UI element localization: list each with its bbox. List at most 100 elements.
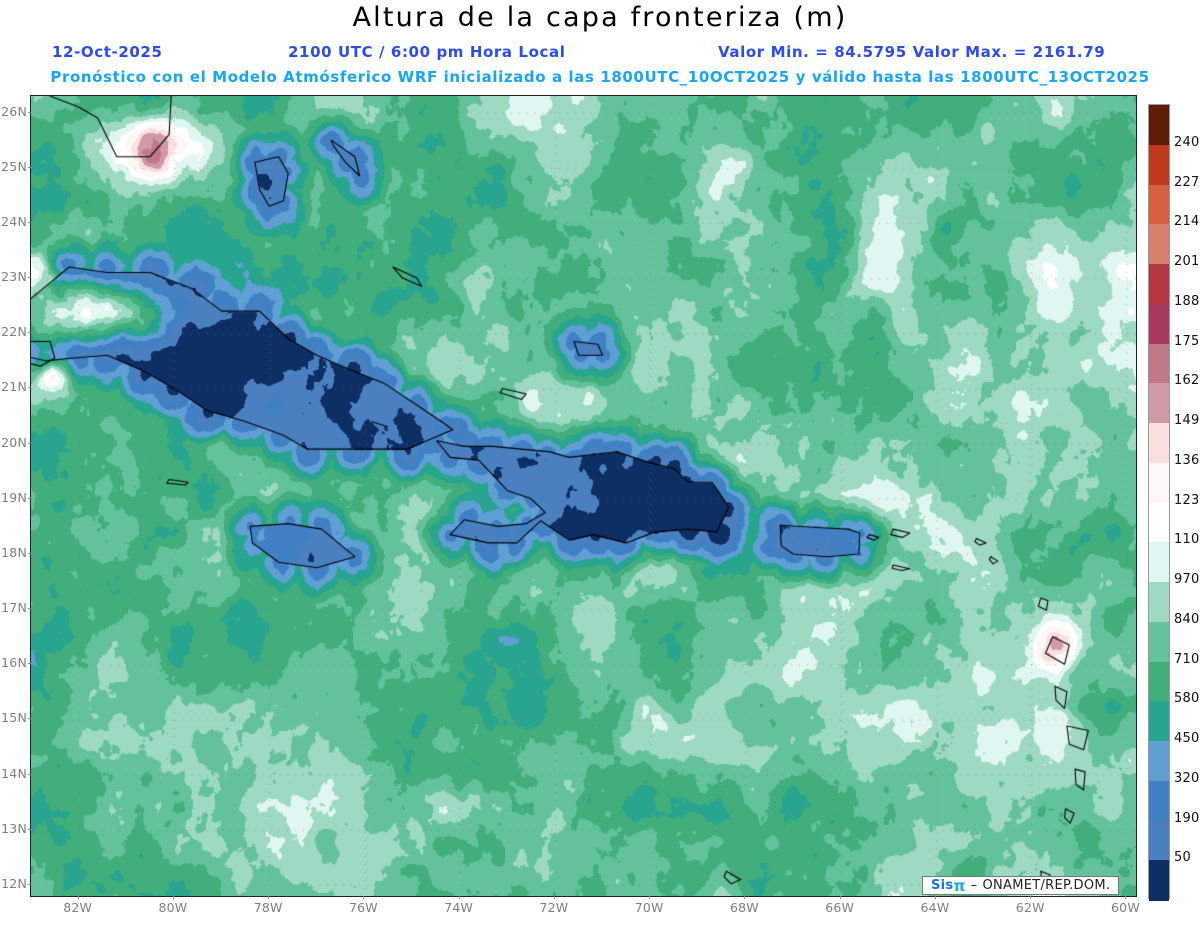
- lon-tick-mark: [172, 896, 174, 899]
- header-subtitle-row: 12-Oct-2025 2100 UTC / 6:00 pm Hora Loca…: [0, 43, 1200, 63]
- sis-logo-text: Sis: [931, 878, 954, 893]
- colorbar-segment: [1149, 462, 1169, 504]
- colorbar-segment: [1149, 621, 1169, 663]
- lat-tick-label: 23N: [1, 269, 27, 285]
- lon-tick-label: 70W: [634, 900, 664, 915]
- lon-tick-mark: [1125, 896, 1127, 899]
- lat-tick-label: 21N: [1, 379, 27, 395]
- lat-tick-mark: [28, 332, 31, 334]
- lon-tick-mark: [1030, 896, 1032, 899]
- lon-tick-label: 80W: [158, 900, 188, 915]
- colorbar-segment: [1149, 224, 1169, 265]
- colorbar-segment: [1149, 383, 1169, 424]
- model-description: Pronóstico con el Modelo Atmósferico WRF…: [50, 68, 1150, 86]
- colorbar-segment: [1149, 741, 1169, 782]
- colorbar-tick-label: 1880: [1174, 293, 1200, 309]
- colorbar-tick-label: 580: [1174, 691, 1200, 707]
- lon-tick-mark: [77, 896, 79, 899]
- lat-tick-mark: [28, 718, 31, 720]
- lat-tick-mark: [28, 442, 31, 444]
- colorbar-segment: [1149, 582, 1169, 623]
- lon-tick-label: 72W: [539, 900, 569, 915]
- forecast-date: 12-Oct-2025: [52, 43, 163, 61]
- lat-tick-mark: [28, 277, 31, 279]
- lat-tick-label: 14N: [1, 765, 27, 781]
- lat-tick-label: 18N: [1, 544, 27, 560]
- colorbar-tick-label: 2140: [1174, 214, 1200, 230]
- lon-tick-mark: [649, 896, 651, 899]
- colorbar[interactable]: [1148, 104, 1170, 901]
- lat-tick-mark: [28, 111, 31, 113]
- lat-tick-label: 13N: [1, 820, 27, 836]
- pi-logo-icon: π: [953, 876, 966, 895]
- agency-dash: –: [970, 878, 978, 893]
- lon-tick-mark: [744, 896, 746, 899]
- lon-tick-label: 82W: [63, 900, 93, 915]
- colorbar-tick-label: 450: [1174, 731, 1200, 746]
- colorbar-tick-label: 1490: [1174, 413, 1200, 428]
- colorbar-segment: [1149, 860, 1169, 901]
- lon-tick-label: 78W: [253, 900, 283, 915]
- lon-tick-label: 68W: [730, 900, 759, 915]
- lon-tick-label: 74W: [444, 900, 474, 915]
- colorbar-tick-label: 970: [1174, 572, 1200, 587]
- lon-tick-mark: [934, 896, 936, 899]
- lat-tick-label: 20N: [1, 434, 27, 450]
- colorbar-segment: [1149, 701, 1169, 742]
- lon-tick-label: 66W: [825, 900, 855, 915]
- lat-tick-label: 12N: [1, 875, 27, 891]
- colorbar-tick-label: 50: [1174, 850, 1191, 866]
- colorbar-tick-label: 320: [1174, 770, 1200, 786]
- lat-tick-mark: [28, 608, 31, 610]
- lat-tick-label: 26N: [1, 103, 27, 119]
- lon-tick-label: 76W: [348, 900, 378, 915]
- agency-name: ONAMET/REP.DOM.: [982, 878, 1111, 893]
- lat-tick-mark: [28, 166, 31, 168]
- forecast-valid-time: 2100 UTC / 6:00 pm Hora Local: [288, 43, 566, 61]
- colorbar-tick-label: 1750: [1174, 333, 1200, 349]
- colorbar-segment: [1149, 343, 1169, 384]
- lat-tick-label: 19N: [1, 489, 27, 505]
- colorbar-segment: [1149, 184, 1169, 225]
- lat-tick-label: 22N: [1, 324, 27, 340]
- value-min-max: Valor Min. = 84.5795 Valor Max. = 2161.7…: [718, 43, 1106, 61]
- lon-tick-label: 62W: [1015, 900, 1045, 915]
- colorbar-tick-label: 1360: [1174, 452, 1200, 468]
- lon-tick-mark: [363, 896, 365, 899]
- colorbar-tick-label: 840: [1174, 611, 1200, 627]
- lon-tick-label: 60W: [1111, 900, 1140, 915]
- colorbar-segment: [1149, 144, 1169, 186]
- lat-tick-mark: [28, 883, 31, 885]
- lon-tick-mark: [553, 896, 555, 899]
- colorbar-segment: [1149, 820, 1169, 861]
- attribution-badge: Sis π – ONAMET/REP.DOM.: [922, 876, 1120, 895]
- colorbar-tick-label: 190: [1174, 810, 1200, 826]
- colorbar-segment: [1149, 661, 1169, 702]
- colorbar-segment: [1149, 423, 1169, 464]
- lat-tick-label: 16N: [1, 655, 27, 671]
- lat-tick-mark: [28, 387, 31, 389]
- lat-tick-mark: [28, 221, 31, 223]
- lat-tick-mark: [28, 497, 31, 499]
- colorbar-tick-label: 2010: [1174, 254, 1200, 269]
- colorbar-tick-label: 1620: [1174, 373, 1200, 389]
- colorbar-segment: [1149, 502, 1169, 543]
- lon-tick-mark: [839, 896, 841, 899]
- colorbar-segment: [1149, 264, 1169, 305]
- colorbar-tick-label: 710: [1174, 651, 1200, 667]
- lat-tick-label: 24N: [1, 213, 27, 229]
- page-title: Altura de la capa fronteriza (m): [352, 2, 848, 33]
- colorbar-segment: [1149, 542, 1169, 583]
- lat-tick-mark: [28, 663, 31, 665]
- lat-lon-gridlines: [31, 96, 1136, 896]
- map-plot-area[interactable]: [30, 95, 1137, 897]
- colorbar-tick-label: 2270: [1174, 174, 1200, 190]
- colorbar-segment: [1149, 105, 1169, 146]
- colorbar-segment: [1149, 780, 1169, 822]
- lat-tick-mark: [28, 828, 31, 830]
- colorbar-tick-label: 1100: [1174, 532, 1200, 548]
- lon-tick-mark: [268, 896, 270, 899]
- colorbar-tick-label: 2400: [1174, 134, 1200, 150]
- lat-tick-label: 15N: [1, 710, 27, 726]
